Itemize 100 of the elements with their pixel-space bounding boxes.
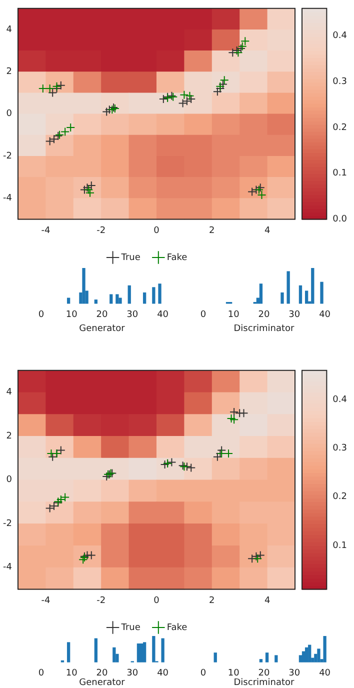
bar <box>323 636 326 662</box>
x-tick-label: 40 <box>319 668 331 679</box>
point <box>230 407 239 416</box>
bar <box>302 651 306 662</box>
bar <box>317 648 320 662</box>
bar <box>304 647 308 662</box>
bar <box>110 294 113 304</box>
bar <box>259 659 263 662</box>
x-tick-label: 0 <box>38 310 44 320</box>
color-bar-label: 0.0 <box>332 214 348 225</box>
x-tick-label: 4 <box>264 226 270 236</box>
color-bar-label: 0.4 <box>332 31 348 42</box>
x-tick-label: 30 <box>288 310 300 320</box>
bar <box>214 652 217 662</box>
y-tick-label: 2 <box>6 431 12 442</box>
point <box>230 415 239 424</box>
point <box>212 452 222 462</box>
x-tick-label: 10 <box>228 668 240 679</box>
x-tick-label: -4 <box>41 596 50 606</box>
x-tick-label: 40 <box>319 310 331 320</box>
bar <box>136 643 140 662</box>
bar <box>112 647 116 662</box>
bar <box>82 268 86 304</box>
point <box>45 504 54 513</box>
point <box>60 127 70 136</box>
x-tick-label: -2 <box>96 226 106 236</box>
y-tick-label: 0 <box>6 475 12 486</box>
x-tick-label: 20 <box>96 668 108 679</box>
bar <box>152 636 156 662</box>
bar <box>142 642 146 662</box>
x-tick-label: 20 <box>258 310 270 320</box>
x-tick-label: -2 <box>96 596 106 606</box>
bar <box>274 655 278 662</box>
bar <box>308 644 312 662</box>
color-bar-label: 0.3 <box>332 444 348 454</box>
y-tick-label: -4 <box>2 562 12 573</box>
point <box>56 494 66 504</box>
x-axis-title: Generator <box>79 678 126 688</box>
bar <box>311 268 314 304</box>
x-tick-label: 10 <box>228 310 240 320</box>
bar <box>158 284 162 304</box>
color-bar-label: 0.2 <box>332 492 348 502</box>
color-bar-label: 0.3 <box>332 77 348 88</box>
x-tick-label: 20 <box>96 310 108 320</box>
point <box>240 36 250 46</box>
x-axis-title: Generator <box>79 324 126 334</box>
x-tick-label: 2 <box>209 226 215 236</box>
x-tick-label: 0 <box>200 668 206 679</box>
point <box>102 472 112 482</box>
bar <box>142 292 146 304</box>
x-tick-label: 0 <box>38 668 44 679</box>
color-bar-label: 0.1 <box>332 540 348 551</box>
point <box>185 91 194 100</box>
point <box>212 87 222 96</box>
x-tick-label: 20 <box>258 668 270 679</box>
color-bar-label: 0.1 <box>332 168 348 179</box>
bar <box>94 300 98 304</box>
point <box>108 105 117 114</box>
point <box>226 414 236 424</box>
bar <box>152 287 156 304</box>
y-tick-label: 0 <box>6 109 12 120</box>
y-tick-label: -4 <box>2 193 12 204</box>
x-tick-label: 4 <box>264 596 270 606</box>
y-tick-label: 4 <box>6 24 12 35</box>
bar <box>298 285 302 304</box>
point <box>180 90 189 100</box>
x-tick-label: 30 <box>288 668 300 679</box>
x-tick-label: 2 <box>209 596 215 606</box>
point <box>167 458 176 467</box>
point <box>256 550 265 560</box>
bar <box>265 652 269 662</box>
point <box>49 134 58 144</box>
bar <box>259 284 263 304</box>
legend-label: True <box>120 252 141 263</box>
bar <box>118 298 122 304</box>
bar <box>304 290 308 304</box>
point <box>160 460 170 469</box>
bar <box>320 282 324 304</box>
x-tick-label: 0 <box>200 310 206 320</box>
point <box>158 94 168 104</box>
bar <box>128 285 131 304</box>
bar <box>66 642 70 662</box>
x-axis-title: Discriminator <box>234 324 295 334</box>
y-tick-label: -2 <box>2 151 12 162</box>
x-tick-label: 30 <box>126 668 138 679</box>
point <box>239 408 248 418</box>
point <box>178 98 188 108</box>
x-tick-label: 10 <box>66 310 78 320</box>
x-tick-label: 40 <box>157 310 169 320</box>
bar <box>286 271 290 304</box>
point <box>49 502 58 511</box>
y-tick-label: -2 <box>2 518 12 529</box>
x-tick-label: -4 <box>41 226 50 236</box>
bar <box>116 294 119 304</box>
legend-label: Fake <box>166 252 188 263</box>
bar <box>280 292 284 304</box>
point <box>86 188 94 198</box>
x-tick-label: 40 <box>157 668 169 679</box>
x-tick-label: 0 <box>154 226 160 236</box>
color-bar-label: 0.4 <box>332 394 348 405</box>
